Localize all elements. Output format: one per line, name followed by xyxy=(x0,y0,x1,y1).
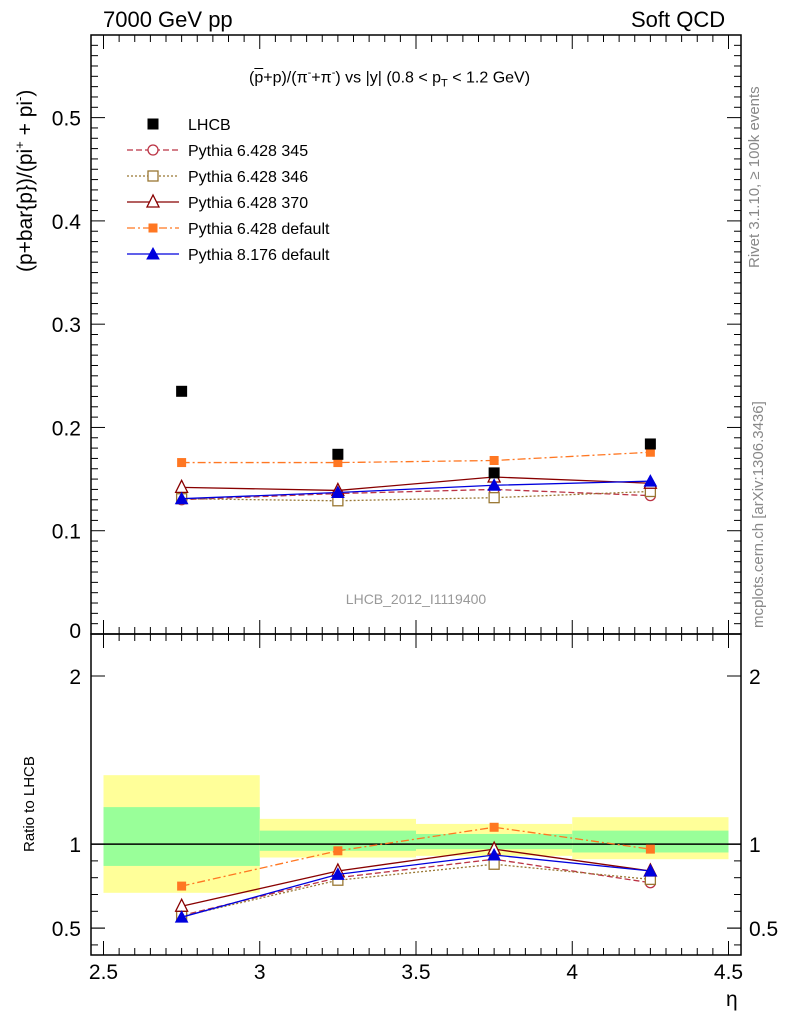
x-tick-label: 4.5 xyxy=(714,961,743,984)
legend-marker-pythia-6-428-370 xyxy=(145,193,161,208)
ratio-point-pythia-8-176-default xyxy=(174,910,189,923)
legend-label-pythia-8-176-default: Pythia 8.176 default xyxy=(188,247,330,264)
x-tick-label: 4 xyxy=(566,961,578,984)
legend-label-lhcb: LHCB xyxy=(188,117,231,134)
legend-marker-pythia-6-428-default xyxy=(148,223,158,233)
legend-marker-pythia-6-428-345 xyxy=(147,144,159,156)
analysis-watermark: LHCB_2012_I1119400 xyxy=(346,591,487,607)
legend-marker-pythia-8-176-default xyxy=(146,246,160,260)
ratio-point-pythia-6-428-default xyxy=(645,844,655,854)
legend-label-pythia-6-428-default: Pythia 6.428 default xyxy=(188,221,330,238)
ratio-line-pythia-8-176-default xyxy=(181,854,651,918)
y-tick-label: 0.5 xyxy=(52,108,81,131)
series-line-pythia-6-428-370 xyxy=(181,476,651,492)
header-right-label: Soft QCD xyxy=(631,7,726,32)
y-tick-label: 0.3 xyxy=(52,314,81,337)
ratio-tick-label-left: 0.5 xyxy=(52,918,81,941)
data-point-lhcb xyxy=(488,467,500,479)
ratio-point-pythia-8-176-default xyxy=(331,867,345,880)
ratio-tick-label-left: 2 xyxy=(69,666,81,689)
point-pythia-8-176-default xyxy=(174,491,189,505)
ratio-point-pythia-8-176-default xyxy=(487,847,501,861)
data-point-lhcb xyxy=(644,438,656,450)
ratio-line-pythia-6-428-345 xyxy=(181,858,651,917)
pbar-symbol: p xyxy=(254,69,264,87)
point-pythia-6-428-default xyxy=(489,455,499,465)
y-tick-label: 0 xyxy=(69,620,81,643)
legend-label-pythia-6-428-345: Pythia 6.428 345 xyxy=(188,143,308,160)
legend-marker-lhcb xyxy=(147,118,159,130)
y-tick-label: 0.2 xyxy=(52,417,81,440)
ratio-point-pythia-6-428-346 xyxy=(488,858,500,870)
x-tick-label: 3.5 xyxy=(401,961,430,984)
point-pythia-6-428-346 xyxy=(488,492,500,504)
ratio-line-pythia-6-428-default xyxy=(181,826,651,887)
ratio-point-pythia-6-428-default xyxy=(333,846,343,856)
point-pythia-8-176-default xyxy=(331,485,345,499)
chart-title: (p+p)/(π-+π-) vs |y| (0.8 < pT < 1.2 GeV… xyxy=(249,67,531,90)
ratio-line-pythia-6-428-346 xyxy=(181,863,651,917)
series-line-pythia-6-428-default xyxy=(181,451,651,464)
legend-marker-pythia-6-428-346 xyxy=(147,170,159,182)
x-tick-label: 2.5 xyxy=(89,961,118,984)
ratio-tick-label-right: 2 xyxy=(749,666,761,689)
ratio-tick-label-left: 1 xyxy=(69,834,81,857)
point-pythia-8-176-default xyxy=(487,478,501,491)
y-tick-label: 0.1 xyxy=(52,521,81,544)
point-pythia-6-428-default xyxy=(177,458,187,468)
ratio-point-pythia-6-428-default xyxy=(177,881,187,891)
ratio-line-pythia-6-428-370 xyxy=(181,848,651,907)
legend-label-pythia-6-428-346: Pythia 6.428 346 xyxy=(188,169,308,186)
series-line-pythia-8-176-default xyxy=(181,480,651,500)
ratio-inner-band xyxy=(103,807,260,866)
ratio-tick-label-right: 1 xyxy=(749,834,761,857)
header-left-label: 7000 GeV pp xyxy=(103,7,233,32)
ratio-point-pythia-6-428-default xyxy=(489,822,499,832)
point-pythia-8-176-default xyxy=(643,474,658,487)
ratio-inner-band xyxy=(572,830,729,853)
ratio-inner-band xyxy=(259,830,416,851)
series-line-pythia-6-428-345 xyxy=(181,488,651,501)
ratio-tick-label-right: 0.5 xyxy=(749,918,778,941)
data-point-lhcb xyxy=(332,448,344,460)
y-tick-label: 0.4 xyxy=(52,211,82,234)
data-point-lhcb xyxy=(176,385,188,397)
point-pythia-6-428-370 xyxy=(174,478,189,493)
x-tick-label: 3 xyxy=(254,961,266,984)
x-axis-label: η xyxy=(726,988,738,1011)
ratio-point-pythia-8-176-default xyxy=(643,863,658,877)
legend-label-pythia-6-428-370: Pythia 6.428 370 xyxy=(188,195,308,212)
